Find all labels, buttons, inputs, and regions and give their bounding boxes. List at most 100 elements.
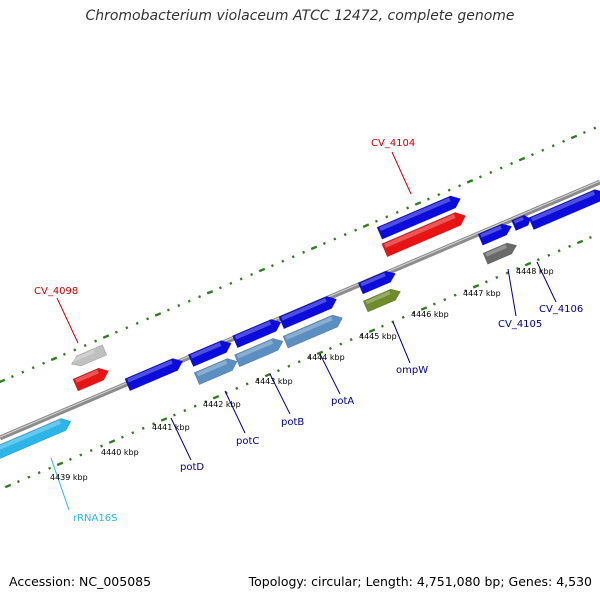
feature-potC-gloss bbox=[196, 360, 228, 377]
minor-tick bbox=[152, 422, 156, 426]
feature-cv4106-small[interactable] bbox=[511, 213, 533, 231]
feature-potB[interactable] bbox=[234, 335, 285, 368]
feature-cv4104-gloss bbox=[384, 214, 456, 248]
major-tick bbox=[206, 289, 214, 295]
feature-cv4106[interactable] bbox=[528, 186, 600, 231]
feature-cv4098-red[interactable] bbox=[72, 365, 111, 392]
minor-tick bbox=[94, 339, 98, 343]
minor-tick bbox=[198, 295, 202, 299]
feature-cv4102[interactable] bbox=[357, 268, 398, 295]
minor-tick bbox=[125, 326, 129, 330]
lower-tick-row bbox=[4, 235, 592, 489]
minor-tick bbox=[287, 364, 291, 368]
minor-tick bbox=[432, 302, 436, 306]
major-tick bbox=[212, 394, 220, 400]
minor-tick bbox=[21, 370, 25, 374]
feature-potD[interactable] bbox=[124, 355, 185, 392]
feature-cv4105-blue[interactable] bbox=[477, 221, 514, 246]
minor-tick bbox=[541, 148, 545, 152]
minor-tick bbox=[443, 298, 447, 302]
major-tick bbox=[0, 378, 6, 384]
minor-tick bbox=[131, 431, 135, 435]
minor-tick bbox=[495, 275, 499, 279]
feature-cv4106-small-gloss bbox=[513, 216, 524, 224]
pointer-potC bbox=[224, 390, 246, 434]
minor-tick bbox=[16, 480, 20, 484]
minor-tick bbox=[62, 352, 66, 356]
major-tick bbox=[576, 239, 584, 245]
feature-cv4104-blue-gloss bbox=[379, 197, 451, 232]
label-cv4098: CV_4098 bbox=[34, 286, 78, 297]
feature-cv4098-red-gloss bbox=[75, 369, 99, 383]
feature-cv4106-gloss bbox=[530, 191, 595, 222]
minor-tick bbox=[239, 277, 243, 281]
feature-cv4098-red-shape bbox=[72, 367, 109, 392]
major-tick bbox=[362, 223, 370, 229]
minor-tick bbox=[562, 139, 566, 143]
minor-tick bbox=[177, 304, 181, 308]
minor-tick bbox=[516, 267, 520, 271]
pointer-cv4098 bbox=[56, 297, 79, 344]
feature-potB-top[interactable] bbox=[232, 316, 283, 349]
minor-tick bbox=[141, 426, 145, 430]
feature-cv4106-small-shape bbox=[511, 214, 531, 231]
minor-tick bbox=[437, 193, 441, 197]
minor-tick bbox=[308, 355, 312, 359]
minor-tick bbox=[568, 244, 572, 248]
major-tick bbox=[102, 334, 110, 339]
minor-tick bbox=[505, 271, 509, 275]
pointer-potA bbox=[319, 353, 341, 395]
major-tick bbox=[108, 439, 116, 444]
minor-tick bbox=[401, 315, 405, 319]
minor-tick bbox=[588, 235, 592, 240]
feature-cv4104[interactable] bbox=[381, 209, 468, 258]
feature-potA[interactable] bbox=[282, 312, 345, 349]
feature-cv4105[interactable] bbox=[482, 240, 519, 265]
minor-tick bbox=[380, 324, 384, 328]
feature-rrna16s[interactable] bbox=[0, 415, 73, 460]
major-tick bbox=[472, 283, 480, 289]
feature-potA-gloss bbox=[285, 316, 333, 340]
minor-tick bbox=[349, 338, 353, 342]
major-tick bbox=[4, 483, 12, 489]
pointer-potB bbox=[269, 373, 291, 415]
minor-tick bbox=[339, 342, 343, 346]
feature-potC-shape bbox=[193, 358, 238, 386]
scale-label: 4441 kbp bbox=[152, 423, 190, 432]
major-tick bbox=[310, 245, 318, 251]
pointer-cv4106 bbox=[536, 261, 557, 303]
pointer-cv4105 bbox=[507, 268, 517, 317]
minor-tick bbox=[83, 343, 87, 348]
scale-label: 4443 kbp bbox=[255, 377, 293, 386]
minor-tick bbox=[250, 272, 254, 277]
feature-cv4102-gloss bbox=[360, 272, 386, 287]
feature-ompW[interactable] bbox=[362, 286, 403, 313]
minor-tick bbox=[73, 348, 77, 352]
minor-tick bbox=[245, 382, 249, 386]
feature-potA-top[interactable] bbox=[278, 293, 339, 330]
minor-tick bbox=[235, 386, 239, 390]
feature-cv4104-blue[interactable] bbox=[376, 193, 463, 240]
major-tick bbox=[316, 350, 324, 356]
minor-tick bbox=[291, 255, 295, 259]
feature-rrna16s-gloss bbox=[0, 420, 61, 451]
major-tick bbox=[56, 461, 64, 467]
major-tick bbox=[160, 417, 168, 422]
minor-tick bbox=[27, 475, 31, 479]
feature-potA-top-gloss bbox=[281, 298, 327, 321]
minor-tick bbox=[135, 321, 139, 325]
minor-tick bbox=[328, 346, 332, 350]
minor-tick bbox=[146, 317, 150, 321]
accession-text: Accession: NC_005085 bbox=[9, 574, 152, 589]
feature-potC[interactable] bbox=[193, 355, 240, 386]
feature-potC-top[interactable] bbox=[187, 337, 234, 368]
feature-cv4098[interactable] bbox=[69, 344, 108, 369]
minor-tick bbox=[593, 126, 597, 130]
minor-tick bbox=[229, 281, 233, 285]
major-tick bbox=[570, 134, 578, 140]
major-tick bbox=[518, 156, 526, 162]
minor-tick bbox=[114, 330, 118, 334]
minor-tick bbox=[302, 250, 306, 254]
minor-tick bbox=[10, 375, 14, 379]
feature-potB-top-shape bbox=[232, 319, 282, 349]
